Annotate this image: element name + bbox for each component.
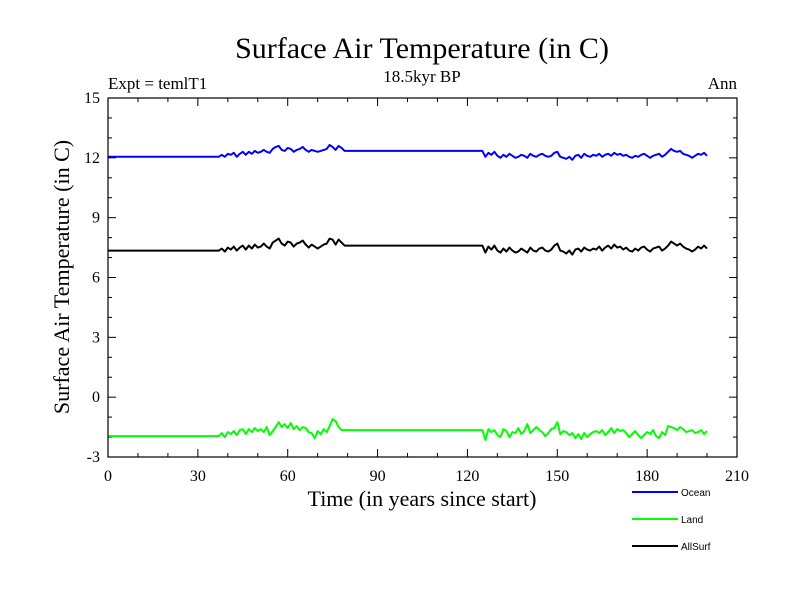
- y-tick-label: -3: [87, 449, 100, 466]
- y-tick-label: 9: [92, 210, 100, 227]
- y-tick-label: 3: [92, 329, 100, 346]
- y-axis-label: Surface Air Temperature (in C): [49, 140, 74, 414]
- legend-label-allsurf: AllSurf: [681, 542, 711, 553]
- series-line-land: [108, 418, 708, 441]
- y-tick-label: 0: [92, 389, 100, 406]
- legend-label-ocean: Ocean: [681, 488, 710, 499]
- series-line-allsurf: [108, 237, 708, 256]
- chart-right-label: Ann: [708, 74, 738, 93]
- chart-title: Surface Air Temperature (in C): [235, 32, 609, 65]
- x-tick-label: 90: [370, 468, 386, 485]
- chart-subtitle: 18.5kyr BP: [383, 67, 460, 86]
- x-tick-label: 0: [104, 468, 112, 485]
- x-tick-label: 150: [545, 468, 569, 485]
- axis-ticks: [107, 97, 738, 458]
- legend: Ocean Land AllSurf: [632, 488, 711, 553]
- x-tick-label: 60: [280, 468, 296, 485]
- x-tick-label: 30: [190, 468, 206, 485]
- y-tick-label: 15: [84, 90, 100, 107]
- legend-label-land: Land: [681, 515, 703, 526]
- y-tick-label: 12: [84, 150, 100, 167]
- series-line-ocean: [108, 143, 708, 161]
- series-lines: [108, 143, 708, 441]
- x-tick-label: 180: [635, 468, 659, 485]
- y-tick-label: 6: [92, 270, 100, 287]
- x-tick-label: 210: [725, 468, 749, 485]
- x-tick-label: 120: [455, 468, 479, 485]
- plot-frame: [107, 97, 738, 458]
- chart-left-label: Expt = temlT1: [108, 74, 207, 93]
- x-axis-label: Time (in years since start): [308, 486, 537, 511]
